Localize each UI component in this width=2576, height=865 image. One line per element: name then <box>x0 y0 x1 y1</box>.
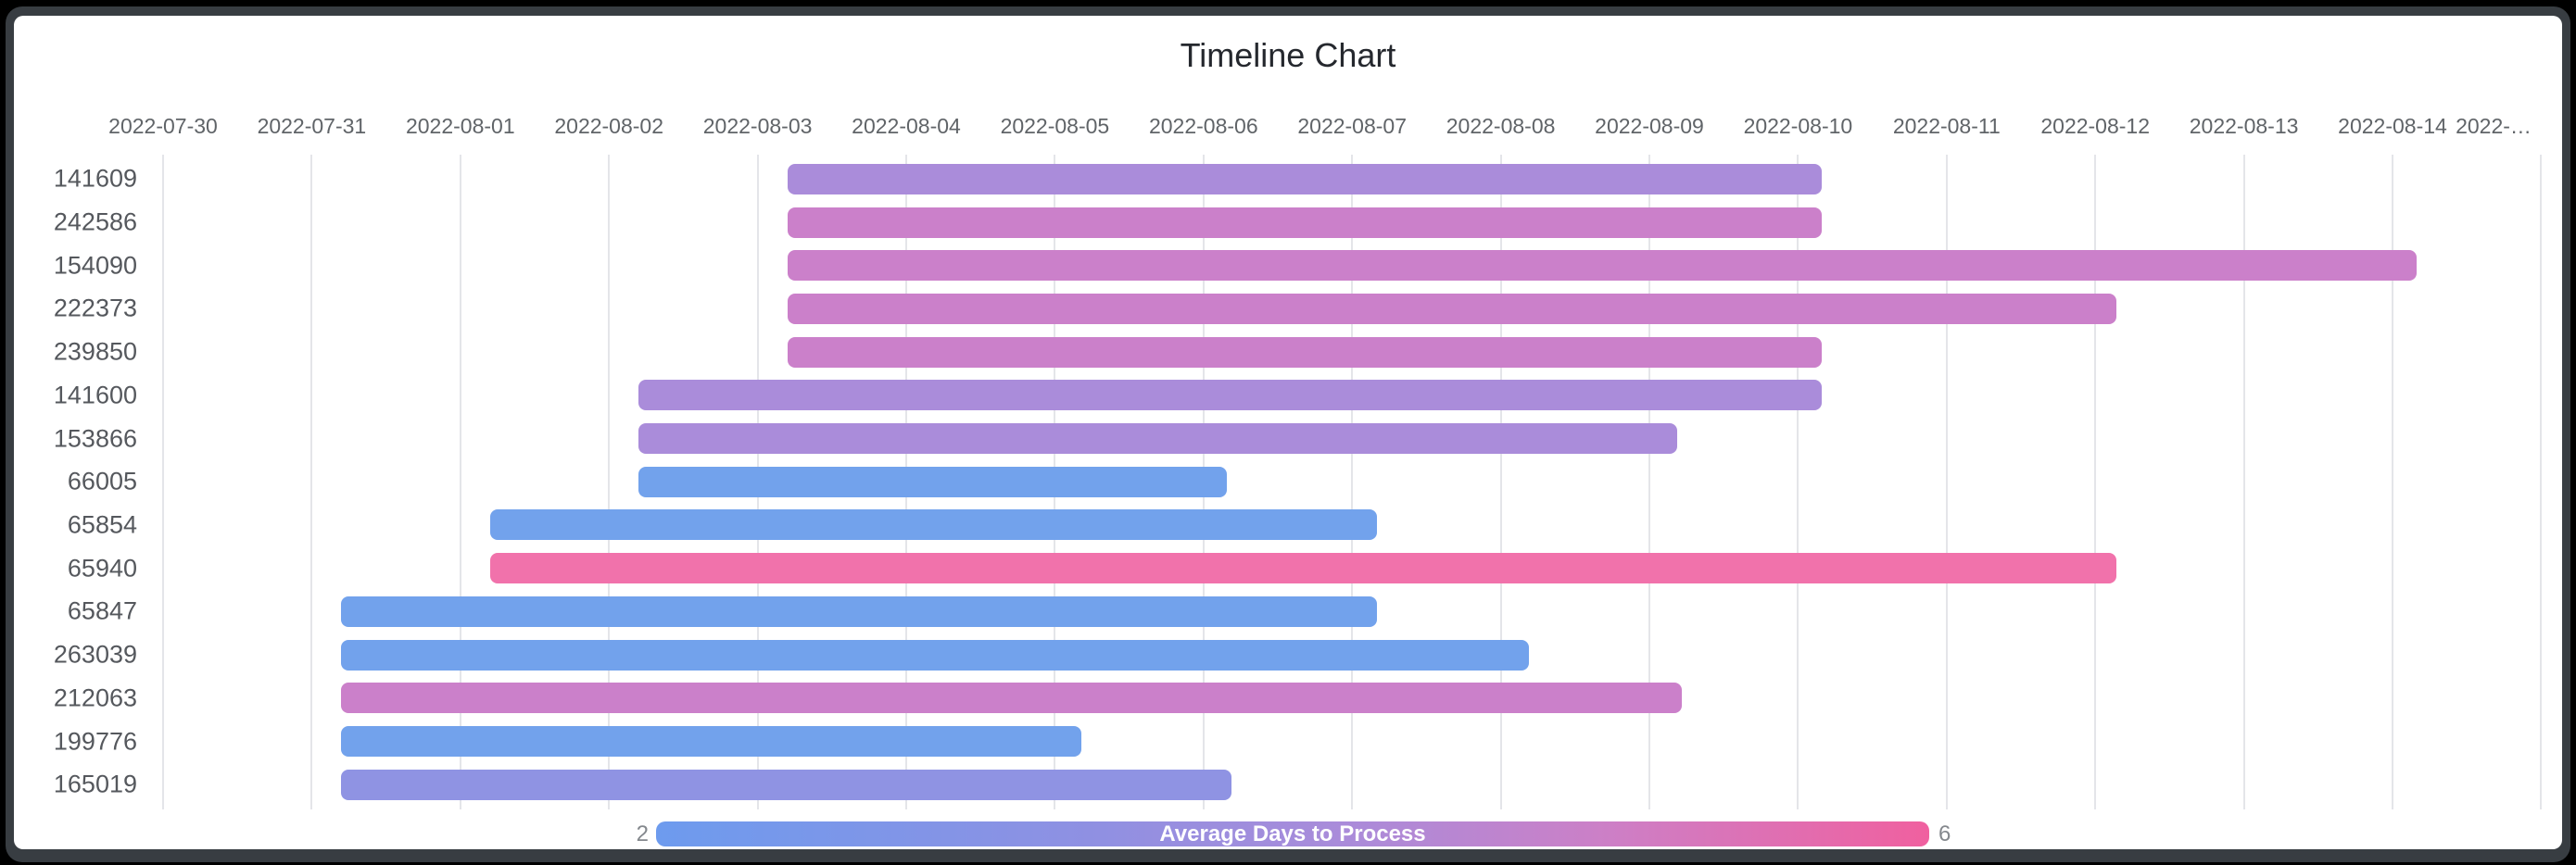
timeline-bar[interactable] <box>638 423 1678 455</box>
date-axis-label: 2022-07-31 <box>257 114 367 138</box>
date-axis-label: 2022-08-11 <box>1892 114 2001 138</box>
date-axis-label: 2022-08-14 <box>2338 114 2447 138</box>
window-frame: Timeline Chart 2022-07-30 2022-07-31 2022-… <box>6 6 2570 862</box>
date-axis-label: 2022-07-30 <box>108 114 218 138</box>
grid-line <box>1797 155 1799 809</box>
timeline-bar[interactable] <box>787 336 1823 368</box>
grid-line <box>2242 155 2245 809</box>
row-label: 141609 <box>53 164 137 193</box>
row-label: 65940 <box>67 554 137 583</box>
date-axis-label: 2022-… <box>2456 114 2532 138</box>
row-label: 263039 <box>53 640 137 669</box>
timeline-bar[interactable] <box>341 639 1530 671</box>
timeline-bar[interactable] <box>638 466 1228 497</box>
timeline-bar[interactable] <box>489 509 1378 541</box>
date-axis-label: 2022-08-03 <box>702 114 813 138</box>
chart-title: Timeline Chart <box>1180 36 1396 74</box>
row-label: 165019 <box>53 770 137 798</box>
timeline-bar[interactable] <box>638 380 1823 411</box>
row-label: 222373 <box>53 294 137 322</box>
grid-line <box>1351 155 1354 809</box>
timeline-bar[interactable] <box>341 683 1683 714</box>
timeline-bar[interactable] <box>341 726 1082 758</box>
date-axis-label: 2022-08-01 <box>405 114 515 138</box>
date-axis-label: 2022-08-13 <box>2189 114 2299 138</box>
timeline-bar[interactable] <box>787 207 1823 238</box>
date-axis-label: 2022-08-07 <box>1297 114 1408 138</box>
grid-line <box>162 155 164 809</box>
timeline-bar[interactable] <box>787 293 2116 324</box>
grid-line <box>2540 155 2543 809</box>
row-label: 65847 <box>67 596 137 625</box>
row-label: 141600 <box>53 381 137 409</box>
timeline-bar[interactable] <box>341 595 1378 627</box>
row-label: 153866 <box>53 424 137 453</box>
legend-gradient-bar: Average Days to Process <box>656 821 1929 846</box>
date-axis-label: 2022-08-02 <box>554 114 664 138</box>
grid-line <box>1945 155 1948 809</box>
date-axis-label: 2022-08-04 <box>852 114 961 138</box>
grid-line <box>608 155 611 809</box>
date-axis-label: 2022-08-09 <box>1595 114 1704 138</box>
grid-line <box>310 155 313 809</box>
row-label: 154090 <box>53 251 137 280</box>
grid-line <box>1648 155 1650 809</box>
row-label: 212063 <box>53 683 137 712</box>
row-label: 66005 <box>67 467 137 495</box>
timeline-bar[interactable] <box>787 163 1823 194</box>
plot-area: 2022-07-30 2022-07-31 2022-08-01 2022-08-02… <box>14 16 2562 849</box>
row-label: 65854 <box>67 510 137 539</box>
date-axis-label: 2022-08-06 <box>1148 114 1258 138</box>
timeline-bar[interactable] <box>489 553 2116 584</box>
legend-min-value: 2 <box>636 821 649 846</box>
grid-line <box>459 155 461 809</box>
date-axis-label: 2022-08-10 <box>1743 114 1853 138</box>
row-label: 199776 <box>53 727 137 756</box>
grid-line <box>2392 155 2393 809</box>
chart-card: Timeline Chart 2022-07-30 2022-07-31 2022-… <box>14 16 2562 849</box>
date-axis-label: 2022-08-08 <box>1446 114 1556 138</box>
date-axis-label: 2022-08-12 <box>2040 114 2151 138</box>
date-axis-label: 2022-08-05 <box>1000 114 1110 138</box>
grid-line <box>2094 155 2097 809</box>
row-label: 239850 <box>53 337 137 366</box>
grid-line <box>1499 155 1502 809</box>
row-label: 242586 <box>53 207 137 236</box>
timeline-bar[interactable] <box>341 769 1232 800</box>
legend-max-value: 6 <box>1938 821 1951 846</box>
timeline-bar[interactable] <box>787 250 2417 282</box>
legend-label: Average Days to Process <box>1159 821 1426 846</box>
